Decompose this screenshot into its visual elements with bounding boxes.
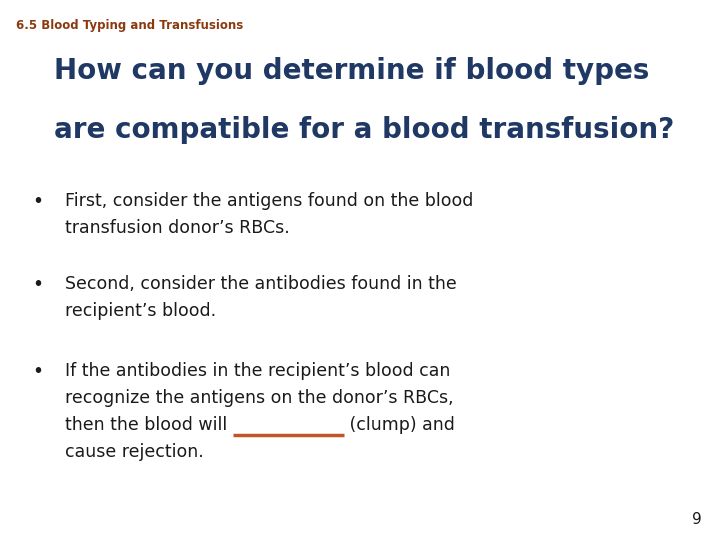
Text: If the antibodies in the recipient’s blood can: If the antibodies in the recipient’s blo…	[65, 362, 450, 380]
Text: cause rejection.: cause rejection.	[65, 443, 204, 461]
Text: then the blood will: then the blood will	[65, 416, 233, 434]
Text: recognize the antigens on the donor’s RBCs,: recognize the antigens on the donor’s RB…	[65, 389, 454, 407]
Text: (clump) and: (clump) and	[344, 416, 455, 434]
Text: recipient’s blood.: recipient’s blood.	[65, 302, 216, 320]
Text: First, consider the antigens found on the blood: First, consider the antigens found on th…	[65, 192, 473, 210]
Text: •: •	[32, 275, 43, 294]
Text: •: •	[32, 192, 43, 211]
Text: transfusion donor’s RBCs.: transfusion donor’s RBCs.	[65, 219, 289, 237]
Text: How can you determine if blood types: How can you determine if blood types	[54, 57, 649, 85]
Text: •: •	[32, 362, 43, 381]
Text: 6.5 Blood Typing and Transfusions: 6.5 Blood Typing and Transfusions	[16, 19, 243, 32]
Text: Second, consider the antibodies found in the: Second, consider the antibodies found in…	[65, 275, 456, 293]
Text: 9: 9	[692, 511, 702, 526]
Text: are compatible for a blood transfusion?: are compatible for a blood transfusion?	[54, 116, 674, 144]
